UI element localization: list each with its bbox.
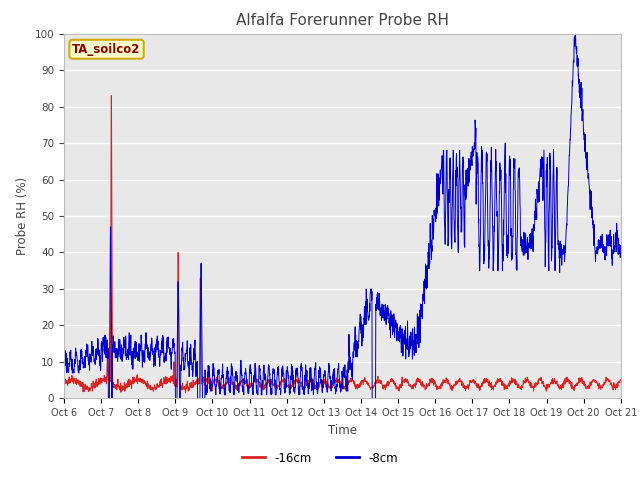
-16cm — [505, 380, 513, 386]
-16cm — [617, 377, 625, 383]
Title: Alfalfa Forerunner Probe RH: Alfalfa Forerunner Probe RH — [236, 13, 449, 28]
Legend: -16cm, -8cm: -16cm, -8cm — [237, 447, 403, 469]
X-axis label: Time: Time — [328, 424, 357, 437]
-16cm — [182, 390, 189, 396]
-16cm — [568, 386, 576, 392]
-8cm — [359, 338, 367, 344]
-8cm — [584, 161, 591, 167]
-16cm — [584, 384, 591, 389]
-16cm — [108, 93, 115, 98]
-8cm — [104, 396, 112, 401]
-16cm — [60, 380, 68, 385]
-8cm — [572, 31, 579, 36]
-8cm — [504, 232, 512, 238]
-8cm — [568, 100, 575, 106]
Line: -16cm: -16cm — [64, 96, 621, 393]
-16cm — [359, 377, 367, 383]
Y-axis label: Probe RH (%): Probe RH (%) — [16, 177, 29, 255]
-8cm — [216, 378, 223, 384]
-16cm — [216, 383, 223, 388]
-8cm — [371, 396, 379, 401]
-16cm — [371, 379, 379, 385]
Text: TA_soilco2: TA_soilco2 — [72, 43, 141, 56]
-8cm — [617, 253, 625, 259]
-8cm — [60, 368, 68, 374]
Line: -8cm: -8cm — [64, 34, 621, 398]
